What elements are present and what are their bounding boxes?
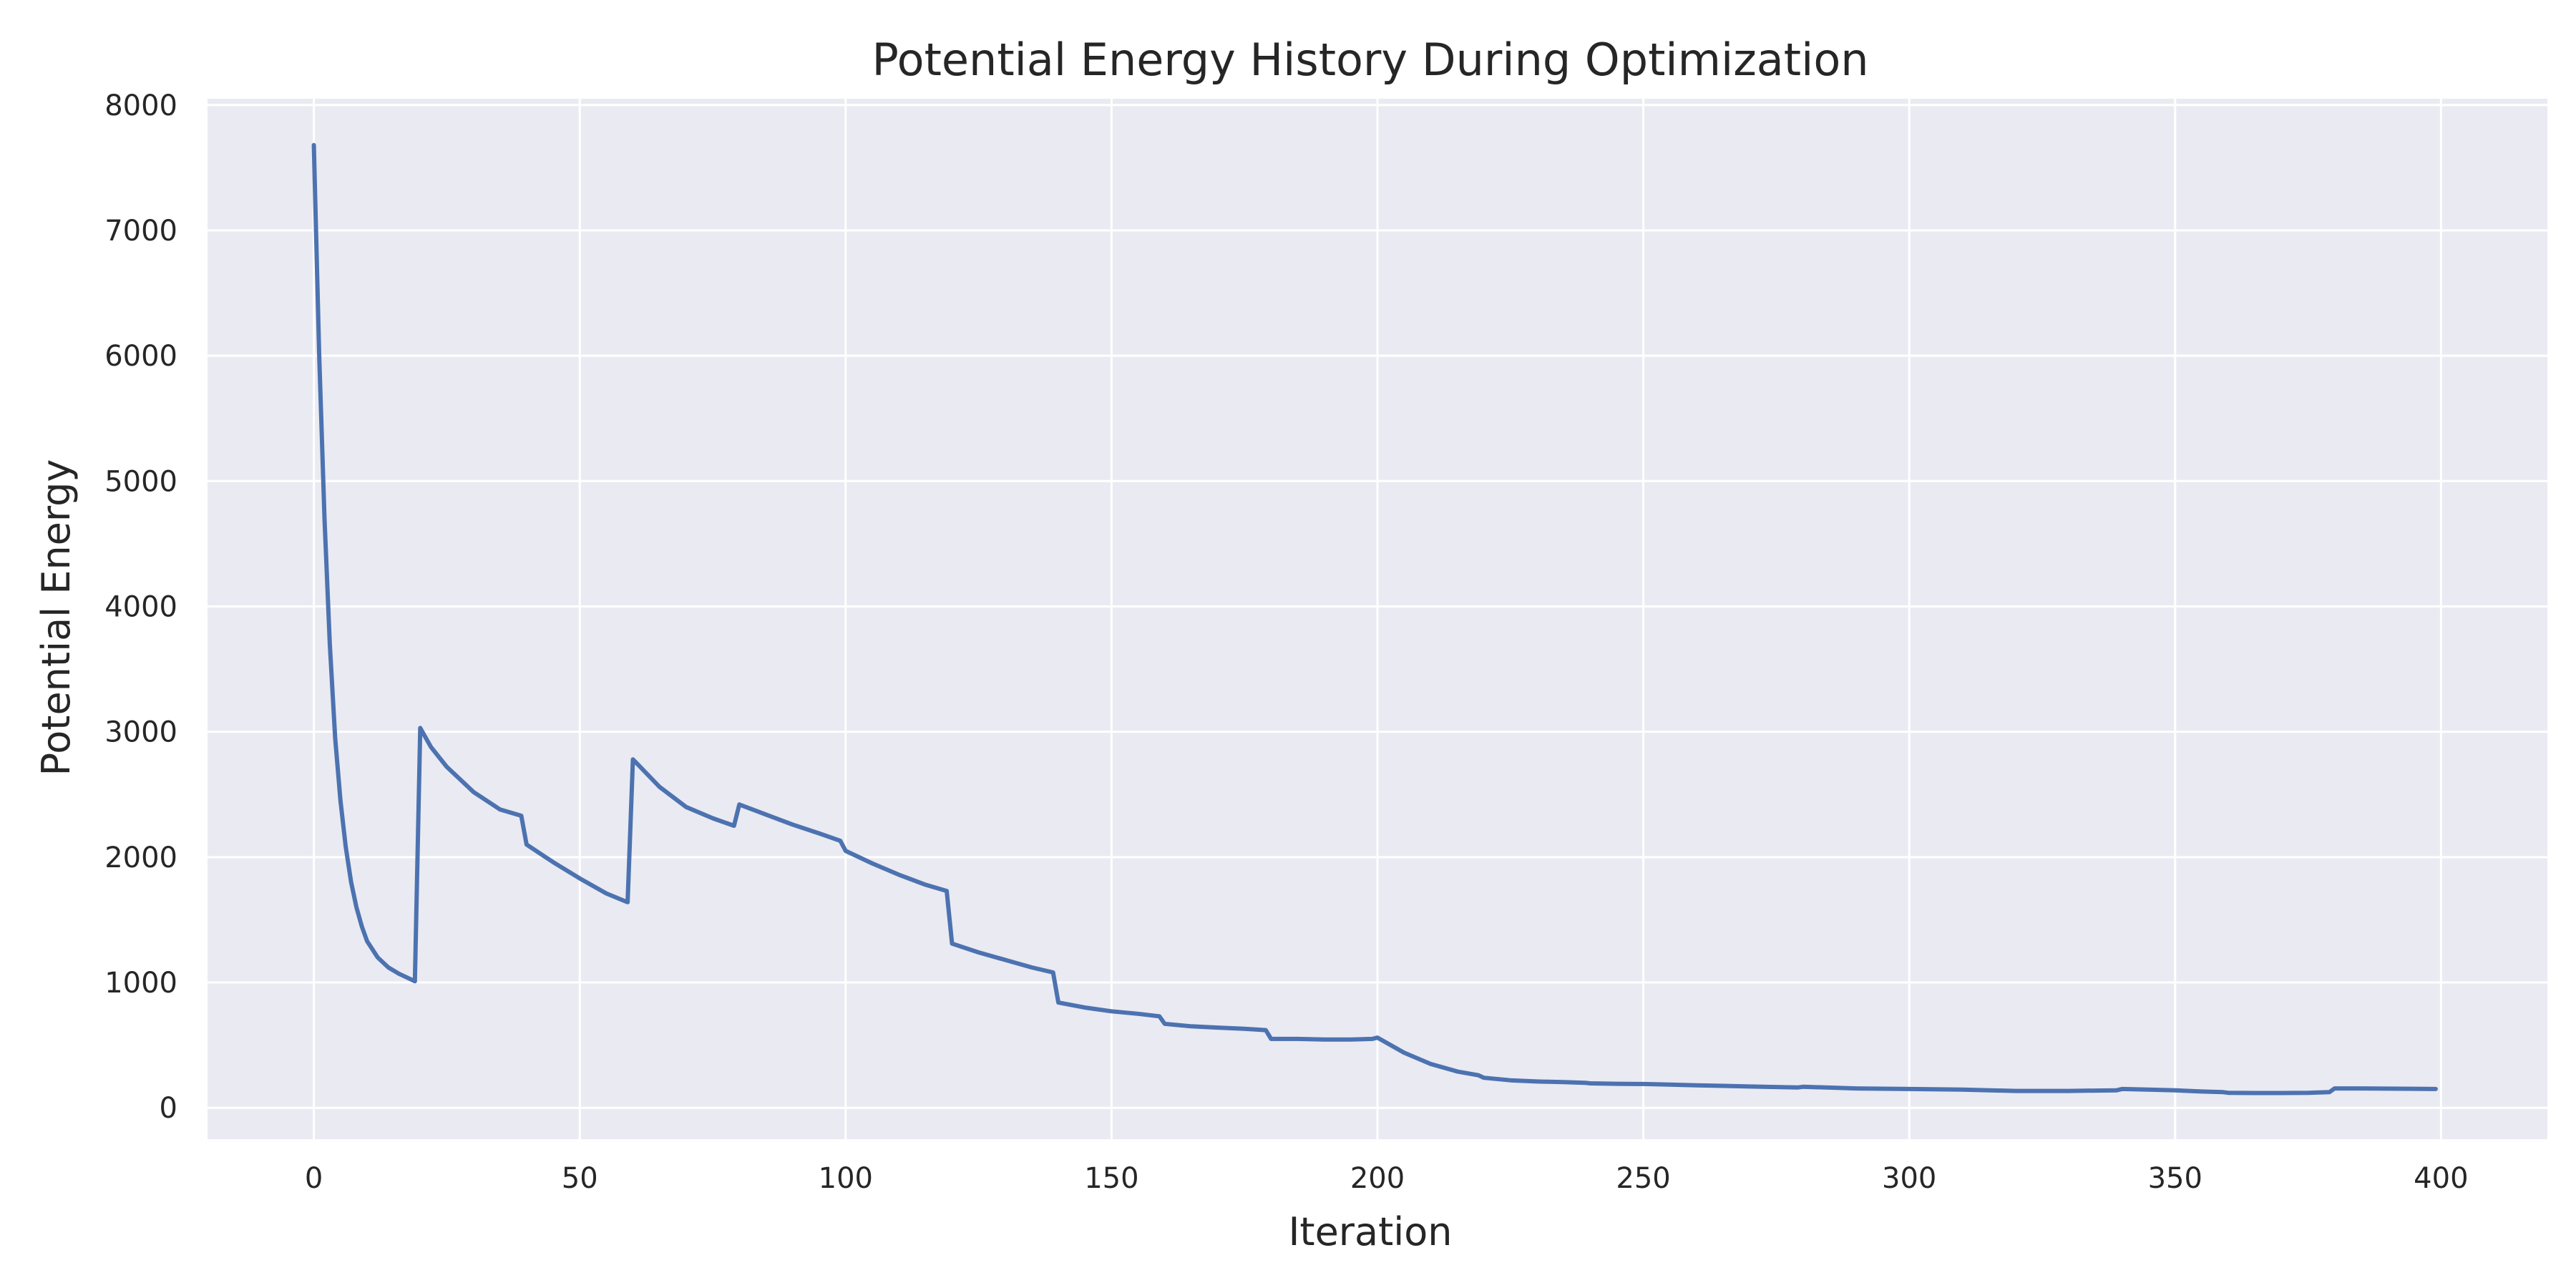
x-tick-label: 250 [1616, 1162, 1670, 1195]
x-tick-label: 400 [2414, 1162, 2468, 1195]
y-tick-label: 8000 [104, 89, 177, 122]
x-tick-label: 350 [2148, 1162, 2202, 1195]
y-tick-label: 4000 [104, 590, 177, 623]
y-tick-label: 6000 [104, 340, 177, 373]
chart-title: Potential Energy History During Optimiza… [872, 34, 1868, 86]
x-tick-label: 300 [1882, 1162, 1936, 1195]
x-tick-label: 150 [1084, 1162, 1138, 1195]
x-tick-label: 0 [305, 1162, 323, 1195]
tick-labels: 0 50 100 150 200 250 300 350 4000100020003000400… [104, 89, 2468, 1195]
y-tick-label: 1000 [104, 967, 177, 1000]
x-axis-title: Iteration [1288, 1209, 1452, 1254]
x-tick-label: 50 [562, 1162, 598, 1195]
y-tick-label: 0 [160, 1092, 177, 1125]
x-tick-label: 200 [1350, 1162, 1405, 1195]
y-axis-title: Potential Energy [34, 459, 79, 776]
y-tick-label: 3000 [104, 716, 177, 749]
y-tick-label: 2000 [104, 841, 177, 874]
x-tick-label: 100 [819, 1162, 873, 1195]
gridlines [208, 99, 2547, 1139]
series-line [311, 142, 2438, 1096]
y-tick-label: 5000 [104, 465, 177, 498]
y-tick-label: 7000 [104, 215, 177, 248]
